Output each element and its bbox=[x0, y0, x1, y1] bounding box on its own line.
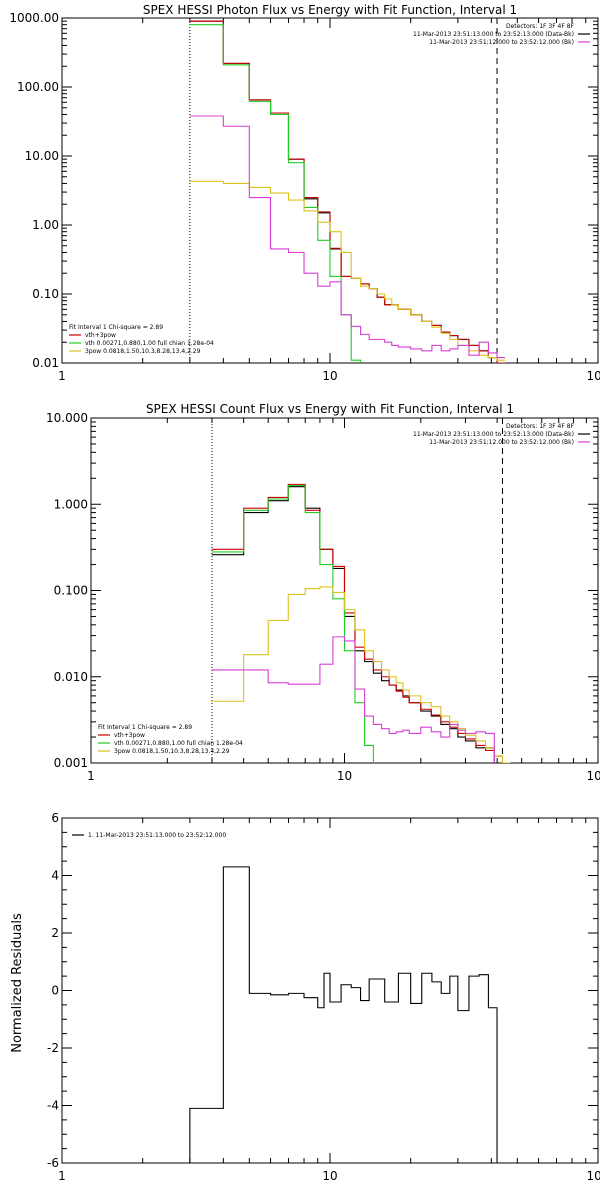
series-residuals-line bbox=[189, 866, 498, 1163]
y-tick-label: 0.01 bbox=[32, 356, 59, 370]
series-bk-line bbox=[211, 636, 495, 763]
x-tick-label: 10 bbox=[322, 369, 337, 383]
info-line: 11-Mar-2013 23:51:12.000 to 23:52:12.000… bbox=[429, 439, 574, 446]
y-tick-label: 1000.00 bbox=[9, 11, 59, 25]
plot-data-area bbox=[189, 18, 506, 363]
count-flux-panel: SPEX HESSI Count Flux vs Energy with Fit… bbox=[46, 402, 600, 783]
legend-label: 3pow 0.0818,1.50,10.3,8.28,13.4,2.29 bbox=[85, 348, 201, 355]
y-tick-label: -2 bbox=[47, 1041, 59, 1055]
y-tick-label: -4 bbox=[47, 1099, 59, 1113]
count-flux-chart-title: SPEX HESSI Count Flux vs Energy with Fit… bbox=[146, 402, 514, 416]
series-3pow-line bbox=[211, 586, 511, 763]
fit-chi-square-header: Fit Interval 1 Chi-square = 2.89 bbox=[98, 724, 192, 731]
info-line: Detectors: 1F 3F 4F 8F bbox=[506, 23, 575, 30]
x-tick-label: 10 bbox=[337, 769, 352, 783]
photon-flux-chart-title: SPEX HESSI Photon Flux vs Energy with Fi… bbox=[143, 3, 517, 17]
info-line: 11-Mar-2013 23:51:13.000 to 23:52:13.000… bbox=[413, 31, 574, 38]
series-data-bk-line bbox=[189, 20, 506, 363]
y-tick-label: 10.000 bbox=[46, 411, 88, 425]
y-tick-label: 4 bbox=[51, 869, 59, 883]
x-tick-label: 1 bbox=[87, 769, 95, 783]
x-tick-label: 100 bbox=[587, 769, 600, 783]
series-vth-3pow-line bbox=[189, 20, 506, 363]
series-vth-line bbox=[189, 24, 362, 363]
y-tick-label: 0.100 bbox=[54, 584, 88, 598]
series-data-bk-line bbox=[211, 486, 503, 763]
info-line: Detectors: 1F 3F 4F 8F bbox=[506, 423, 575, 430]
x-tick-label: 1 bbox=[58, 369, 66, 383]
x-tick-label: 1 bbox=[58, 1169, 66, 1183]
photon-flux-panel: SPEX HESSI Photon Flux vs Energy with Fi… bbox=[9, 3, 600, 383]
y-tick-label: 6 bbox=[51, 811, 59, 825]
info-line: 11-Mar-2013 23:51:13.000 to 23:52:13.000… bbox=[413, 431, 574, 438]
y-tick-label: 0.10 bbox=[32, 287, 59, 301]
y-tick-label: 1.00 bbox=[32, 218, 59, 232]
plot-frame bbox=[61, 17, 599, 364]
legend-label: vth+3pow bbox=[114, 732, 145, 739]
legend-label: vth 0.00271,0.880,1.00 full chian 1.28e-… bbox=[114, 740, 243, 747]
info-line: 11-Mar-2013 23:51:12.000 to 23:52:12.000… bbox=[429, 39, 574, 46]
y-tick-label: 100.00 bbox=[17, 80, 59, 94]
series-bk-line bbox=[189, 115, 506, 359]
x-tick-label: 10 bbox=[322, 1169, 337, 1183]
legend-label: 1. 11-Mar-2013 23:51:13.000 to 23:52:12.… bbox=[88, 832, 226, 839]
series-3pow-line bbox=[189, 180, 506, 361]
y-tick-label: 0.010 bbox=[54, 670, 88, 684]
y-tick-label: 0.001 bbox=[54, 756, 88, 770]
legend-label: 3pow 0.0818,1.50,10.3,8.28,13.4,2.29 bbox=[114, 748, 230, 755]
y-tick-label: 2 bbox=[51, 926, 59, 940]
y-tick-label: 1.000 bbox=[54, 497, 88, 511]
y-tick-label: 0 bbox=[51, 984, 59, 998]
y-tick-label: -6 bbox=[47, 1156, 59, 1170]
series-vth-line bbox=[211, 484, 374, 763]
plot-data-area bbox=[211, 418, 511, 763]
x-tick-label: 100 bbox=[587, 1169, 600, 1183]
x-tick-label: 100 bbox=[587, 369, 600, 383]
legend-label: vth 0.00271,0.880,1.00 full chian 1.28e-… bbox=[85, 340, 214, 347]
series-vth-3pow-line bbox=[211, 483, 503, 757]
residuals-panel: Normalized Residuals 1 10 100 -6 -4 -2 0 2 4 6 1. … bbox=[10, 811, 600, 1183]
plot-data-area bbox=[189, 866, 498, 1163]
fit-chi-square-header: Fit Interval 1 Chi-square = 2.89 bbox=[69, 324, 163, 331]
y-tick-label: 10.00 bbox=[25, 149, 59, 163]
legend-label: vth+3pow bbox=[85, 332, 116, 339]
residuals-y-axis-label: Normalized Residuals bbox=[10, 913, 25, 1053]
